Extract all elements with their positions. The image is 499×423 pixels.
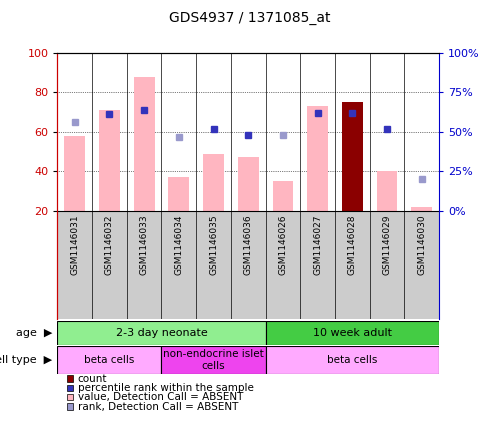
Text: GSM1146035: GSM1146035 <box>209 215 218 275</box>
Text: percentile rank within the sample: percentile rank within the sample <box>78 383 253 393</box>
Bar <box>64 136 85 211</box>
Text: GSM1146032: GSM1146032 <box>105 215 114 275</box>
Text: GSM1146034: GSM1146034 <box>174 215 183 275</box>
Text: 10 week adult: 10 week adult <box>313 328 392 338</box>
Text: GSM1146026: GSM1146026 <box>278 215 287 275</box>
Text: GSM1146033: GSM1146033 <box>140 215 149 275</box>
Bar <box>411 207 432 211</box>
Bar <box>342 102 363 211</box>
Text: GSM1146036: GSM1146036 <box>244 215 253 275</box>
Text: GDS4937 / 1371085_at: GDS4937 / 1371085_at <box>169 11 330 25</box>
Bar <box>57 211 439 319</box>
Bar <box>238 157 258 211</box>
Text: age  ▶: age ▶ <box>16 328 52 338</box>
Text: non-endocrine islet
cells: non-endocrine islet cells <box>163 349 264 371</box>
Bar <box>99 110 120 211</box>
Text: rank, Detection Call = ABSENT: rank, Detection Call = ABSENT <box>78 401 238 412</box>
Bar <box>169 177 189 211</box>
Bar <box>57 346 162 374</box>
Bar <box>265 346 439 374</box>
Text: GSM1146030: GSM1146030 <box>417 215 426 275</box>
Text: GSM1146029: GSM1146029 <box>383 215 392 275</box>
Text: 2-3 day neonate: 2-3 day neonate <box>116 328 208 338</box>
Bar <box>162 346 265 374</box>
Bar <box>265 321 439 345</box>
Text: GSM1146028: GSM1146028 <box>348 215 357 275</box>
Bar <box>377 171 398 211</box>
Text: value, Detection Call = ABSENT: value, Detection Call = ABSENT <box>78 392 243 402</box>
Bar <box>134 77 155 211</box>
Bar <box>272 181 293 211</box>
Text: cell type  ▶: cell type ▶ <box>0 355 52 365</box>
Text: beta cells: beta cells <box>327 355 378 365</box>
Bar <box>57 321 265 345</box>
Text: GSM1146027: GSM1146027 <box>313 215 322 275</box>
Text: GSM1146031: GSM1146031 <box>70 215 79 275</box>
Bar <box>342 102 363 211</box>
Bar <box>307 106 328 211</box>
Bar <box>203 154 224 211</box>
Text: beta cells: beta cells <box>84 355 135 365</box>
Text: count: count <box>78 374 107 384</box>
